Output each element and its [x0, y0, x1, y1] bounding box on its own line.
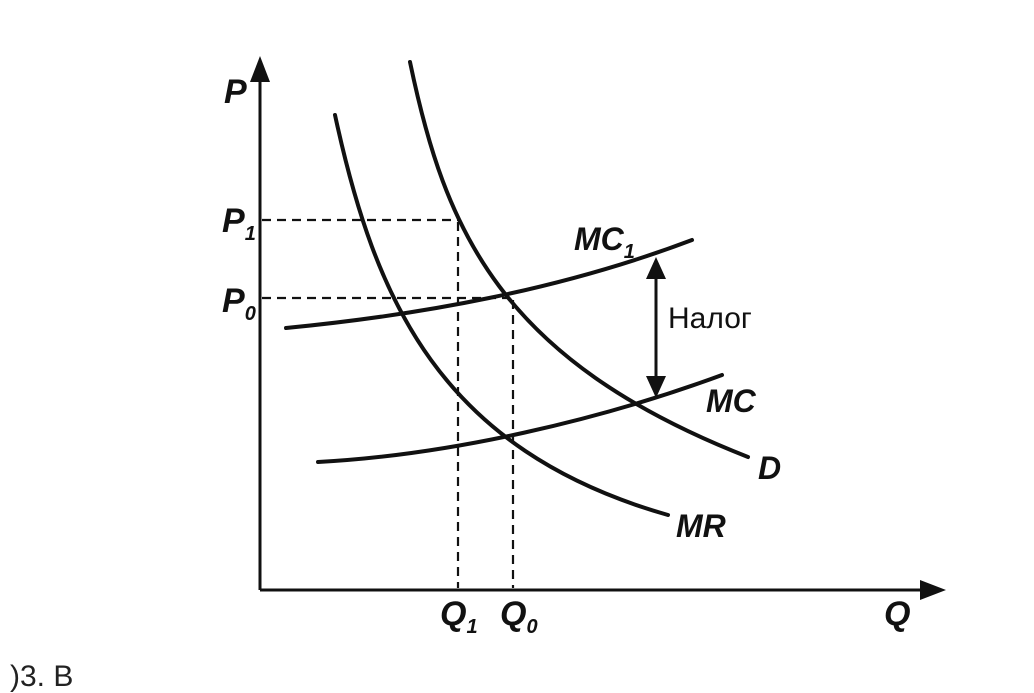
y-axis-label: P [224, 73, 247, 111]
q1-label: Q1 [440, 595, 478, 638]
x-axis-label: Q [884, 595, 910, 633]
x-axis-arrow-icon [920, 580, 946, 600]
y-axis-arrow-icon [250, 56, 270, 82]
mc-label: MC [706, 383, 757, 419]
demand-curve [408, 60, 750, 459]
cropped-caption-fragment: )3. В [10, 660, 74, 693]
mc-curve [316, 373, 724, 464]
p0-label-main: P [222, 282, 245, 320]
p1-label-sub: 1 [245, 223, 256, 245]
mr-label: MR [676, 508, 726, 544]
mc1-curve [284, 238, 694, 330]
mc1-label: MC1 [574, 221, 635, 263]
q1-label-main: Q [440, 595, 466, 633]
q0-label: Q0 [500, 595, 538, 638]
marginal-revenue-curve [333, 113, 670, 517]
demand-label: D [758, 450, 781, 486]
p1-label: P1 [222, 202, 256, 245]
p1-label-main: P [222, 202, 245, 240]
tax-arrow-up-icon [646, 257, 666, 279]
tax-arrow-down-icon [646, 376, 666, 398]
tax-label: Налог [668, 302, 752, 335]
p0-label: P0 [222, 282, 256, 325]
p0-label-sub: 0 [245, 303, 256, 325]
q0-label-main: Q [500, 595, 526, 633]
mc1-label-sub: 1 [624, 241, 635, 263]
q1-label-sub: 1 [466, 616, 477, 638]
q0-label-sub: 0 [526, 616, 537, 638]
mc1-label-main: MC [574, 221, 625, 257]
